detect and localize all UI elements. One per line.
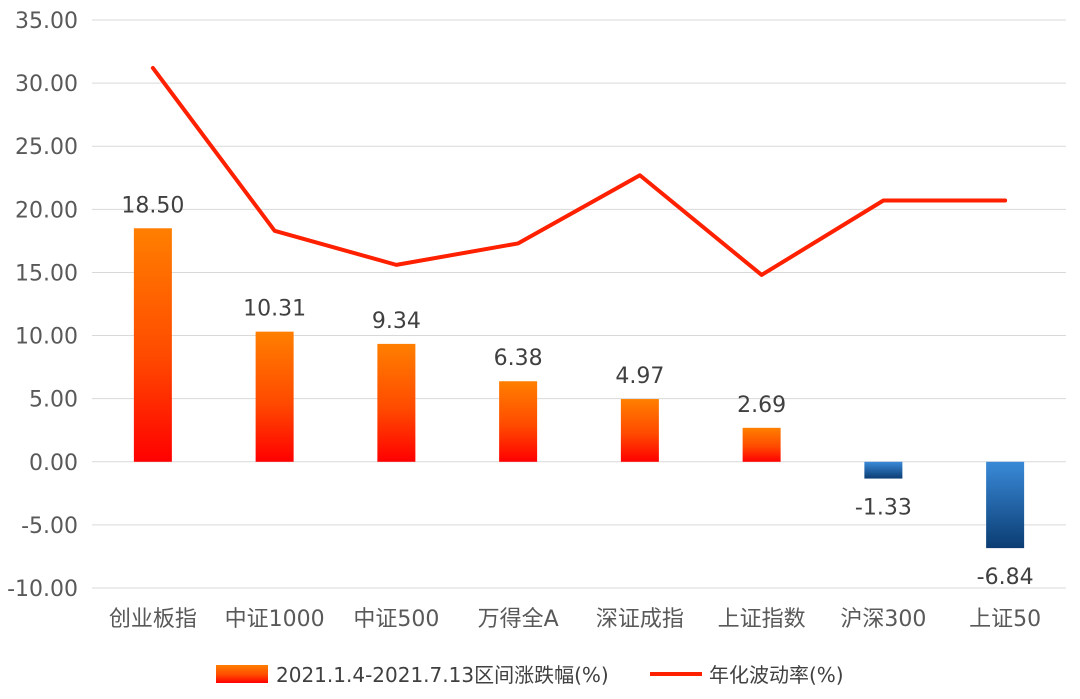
y-tick-label: 15.00: [15, 261, 78, 286]
bar: [499, 381, 538, 462]
bar: [255, 331, 294, 462]
bar: [742, 427, 781, 462]
y-tick-label: 20.00: [15, 198, 78, 223]
x-category-label: 深证成指: [596, 607, 684, 632]
line-series: [150, 65, 1008, 277]
y-tick-label: -5.00: [21, 514, 78, 539]
legend-line-label: 年化波动率(%): [709, 663, 844, 687]
grid-lines: [92, 19, 1066, 589]
bar: [864, 461, 903, 479]
bar-data-label: 4.97: [615, 364, 664, 389]
y-tick-label: 25.00: [15, 135, 78, 160]
legend: 2021.1.4-2021.7.13区间涨跌幅(%) 年化波动率(%): [216, 663, 844, 687]
bar-data-label: 6.38: [494, 346, 543, 371]
x-category-label: 万得全A: [478, 607, 559, 632]
y-tick-label: 0.00: [29, 451, 78, 476]
bar-data-label: 9.34: [372, 309, 421, 334]
bar: [620, 399, 659, 462]
bar: [133, 228, 172, 462]
bar-data-label: 2.69: [737, 393, 786, 418]
x-category-label: 上证指数: [718, 607, 806, 632]
x-category-label: 中证500: [353, 607, 439, 632]
y-tick-label: 5.00: [29, 388, 78, 413]
y-tick-label: 30.00: [15, 72, 78, 97]
y-axis-ticks: 35.00 30.00 25.00 20.00 15.00 10.00 5.00 0.00 -5…: [7, 9, 78, 602]
x-category-label: 中证1000: [225, 607, 325, 632]
bar-data-label: 10.31: [243, 297, 306, 322]
data-labels: 18.50 10.31 9.34 6.38 4.97 2.69 -1.33 -6.84: [121, 193, 1033, 590]
bar: [377, 343, 416, 462]
bar-series: [133, 228, 1025, 549]
y-tick-label: -10.00: [7, 577, 78, 602]
x-category-label: 创业板指: [109, 607, 197, 632]
bar-data-label: 18.50: [121, 193, 184, 218]
volatility-line: [150, 65, 1008, 277]
x-category-label: 沪深300: [840, 607, 926, 632]
y-tick-label: 35.00: [15, 9, 78, 34]
x-category-label: 上证50: [969, 607, 1041, 632]
bar-data-label: -1.33: [855, 496, 912, 521]
bar: [986, 461, 1025, 549]
bar-data-label: -6.84: [977, 565, 1034, 590]
legend-bar-label: 2021.1.4-2021.7.13区间涨跌幅(%): [276, 663, 609, 687]
legend-bar-swatch: [216, 665, 268, 683]
y-tick-label: 10.00: [15, 325, 78, 350]
x-axis-categories: 创业板指 中证1000 中证500 万得全A 深证成指 上证指数 沪深300 上证50: [109, 607, 1041, 632]
